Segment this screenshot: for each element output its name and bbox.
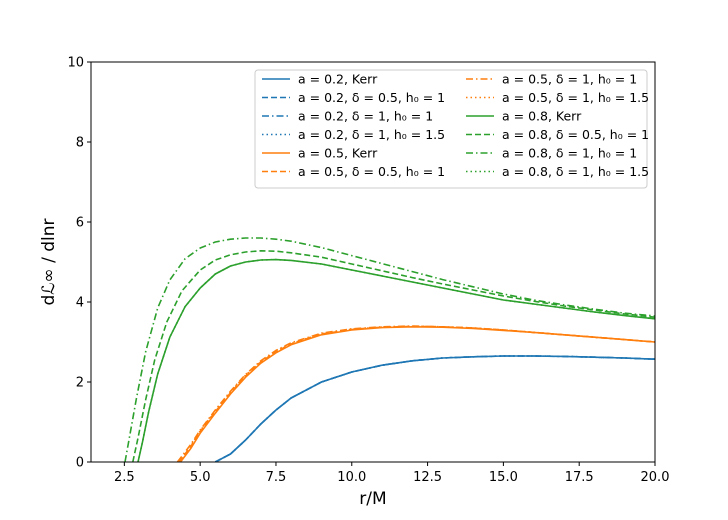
y-axis: 0 2 4 6 8 10 (67, 56, 91, 471)
x-axis: 2.5 5.0 7.5 10.0 12.5 15.0 17.5 20.0 (114, 462, 669, 485)
y-tick-label: 0 (76, 456, 84, 471)
series-line-6 (176, 325, 655, 462)
y-tick-label: 6 (76, 216, 84, 231)
y-axis-label: dℒ∞ / dlnr (39, 218, 59, 305)
y-tick-label: 8 (76, 136, 84, 151)
legend-label-8: a = 0.8, Kerr (502, 109, 582, 124)
x-tick-label: 7.5 (266, 470, 287, 485)
legend-label-2: a = 0.2, δ = 1, h₀ = 1 (298, 109, 433, 124)
x-tick-label: 20.0 (641, 470, 670, 485)
legend-label-10: a = 0.8, δ = 1, h₀ = 1 (502, 146, 637, 161)
x-tick-label: 15.0 (489, 470, 518, 485)
legend-label-3: a = 0.2, δ = 1, h₀ = 1.5 (298, 127, 445, 142)
series-line-5 (178, 325, 655, 462)
series-line-10 (124, 237, 655, 462)
legend-label-7: a = 0.5, δ = 1, h₀ = 1.5 (502, 90, 649, 105)
legend-label-9: a = 0.8, δ = 0.5, h₀ = 1 (502, 127, 649, 142)
legend-label-0: a = 0.2, Kerr (298, 72, 378, 87)
y-tick-label: 10 (67, 56, 84, 71)
x-tick-label: 10.0 (337, 470, 366, 485)
y-tick-label: 2 (76, 376, 84, 391)
legend-label-5: a = 0.5, δ = 0.5, h₀ = 1 (298, 164, 445, 179)
x-axis-label: r/M (359, 489, 386, 509)
plot-frame (90, 61, 656, 463)
legend-label-6: a = 0.5, δ = 1, h₀ = 1 (502, 72, 637, 87)
legend-box (254, 69, 648, 189)
series-line-9 (132, 250, 655, 462)
legend: a = 0.2, Kerr a = 0.2, δ = 0.5, h₀ = 1 a =… (254, 69, 649, 189)
x-tick-label: 2.5 (114, 470, 135, 485)
series-line-3 (214, 355, 655, 462)
legend-label-1: a = 0.2, δ = 0.5, h₀ = 1 (298, 90, 445, 105)
y-tick-label: 4 (76, 296, 84, 311)
x-tick-label: 17.5 (565, 470, 594, 485)
x-tick-label: 12.5 (413, 470, 442, 485)
series-line-8 (137, 258, 655, 462)
legend-label-11: a = 0.8, δ = 1, h₀ = 1.5 (502, 164, 649, 179)
x-tick-label: 5.0 (190, 470, 211, 485)
series-layer (124, 237, 655, 462)
legend-label-4: a = 0.5, Kerr (298, 146, 378, 161)
